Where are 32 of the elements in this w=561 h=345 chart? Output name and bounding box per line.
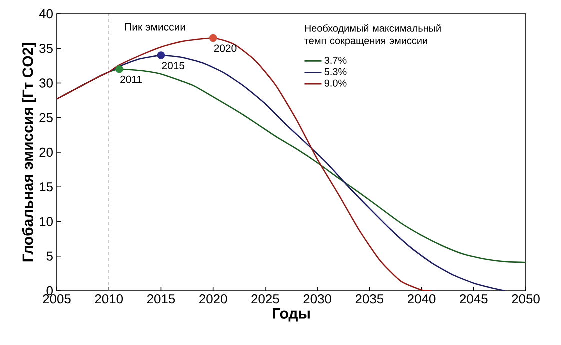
annotation: 2015 bbox=[162, 62, 185, 70]
point bbox=[209, 34, 218, 42]
x-tick-label: 2040 bbox=[408, 294, 436, 304]
y-tick-label: 15 bbox=[40, 182, 53, 192]
ref-line-label: Пик эмиссии bbox=[125, 24, 186, 31]
x-tick-label: 2045 bbox=[460, 294, 488, 304]
y-tick-label: 10 bbox=[40, 217, 53, 226]
legend-label: 3.7% bbox=[324, 56, 347, 64]
x-tick-label: 2020 bbox=[200, 294, 228, 304]
y-tick-label: 30 bbox=[40, 78, 53, 88]
y-tick-label: 25 bbox=[40, 113, 53, 122]
annotation: 2011 bbox=[120, 76, 142, 84]
point bbox=[116, 66, 124, 74]
x-tick-label: 2025 bbox=[252, 294, 280, 304]
point bbox=[157, 52, 166, 60]
x-tick-label: 2010 bbox=[95, 294, 124, 304]
y-tick-label: 40 bbox=[39, 9, 53, 19]
legend-title: Необходимый максимальный темп сокращения эмиссии bbox=[304, 24, 441, 46]
legend-label: 9.0% bbox=[324, 80, 347, 87]
legend-label: 5.3% bbox=[324, 68, 347, 76]
annotation: 2020 bbox=[214, 44, 237, 52]
x-tick-label: 2030 bbox=[304, 294, 332, 304]
x-tick-label: 2015 bbox=[147, 294, 176, 304]
y-tick-label: 35 bbox=[40, 44, 53, 54]
y-tick-label: 20 bbox=[40, 148, 53, 158]
y-tick-label: 5 bbox=[46, 252, 53, 261]
x-tick-label: 2005 bbox=[43, 294, 71, 304]
y-axis-title: Глобальная эмиссия [Гт CO2] bbox=[22, 43, 36, 262]
y-tick-label: 0 bbox=[46, 286, 53, 296]
x-tick-label: 2035 bbox=[356, 294, 384, 304]
x-axis-title: Годы bbox=[273, 308, 310, 322]
x-tick-label: 2050 bbox=[512, 294, 540, 304]
